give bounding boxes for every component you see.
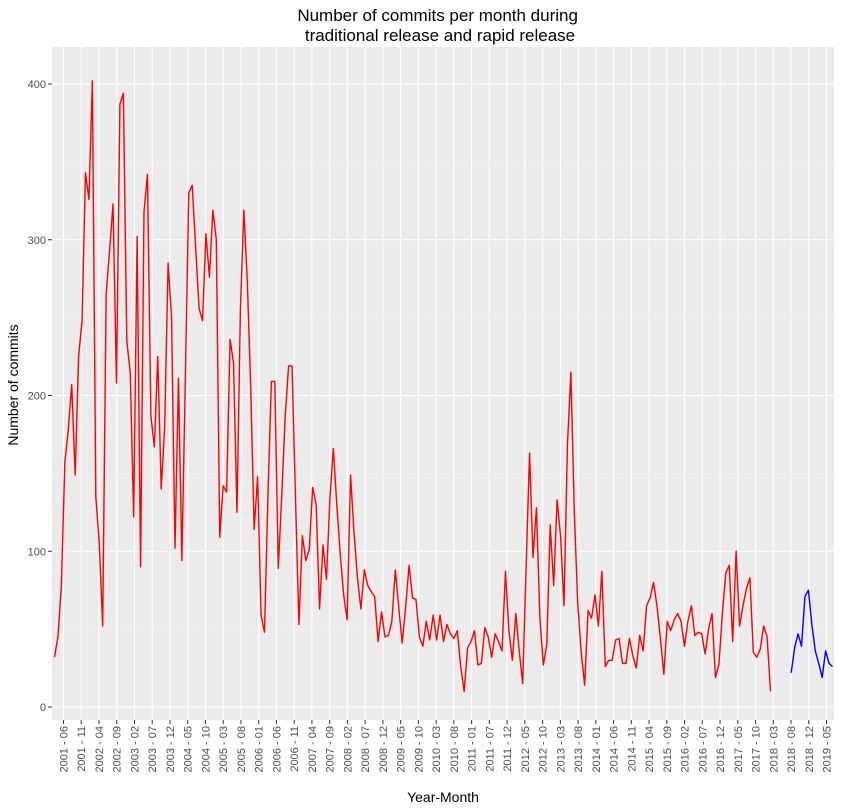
series-line-2 [790, 589, 833, 679]
x-tick-label: 2015 - 04 [644, 726, 656, 772]
x-tick-label: 2011 - 12 [502, 726, 514, 772]
x-tick-label: 2014 - 06 [609, 726, 621, 772]
x-tick-label: 2011 - 01 [467, 726, 479, 772]
x-tick-label: 2005 - 08 [236, 726, 248, 772]
x-tick-label: 2001 - 06 [59, 726, 71, 772]
x-tick-label: 2010 - 08 [449, 726, 461, 772]
x-tick-label: 2008 - 12 [378, 726, 390, 772]
chart-title: Number of commits per month during tradi… [297, 6, 582, 45]
x-tick-label: 2017 - 10 [751, 726, 763, 772]
x-tick-label: 2018 - 08 [786, 726, 798, 772]
x-tick-label: 2016 - 12 [715, 726, 727, 772]
minor-gridlines [52, 161, 834, 630]
x-tick-label: 2016 - 07 [697, 726, 709, 772]
x-tick-label: 2002 - 09 [112, 726, 124, 772]
x-tick-label: 2018 - 12 [804, 726, 816, 772]
x-tick-label: 2014 - 01 [591, 726, 603, 772]
y-tick-label: 200 [28, 391, 46, 403]
y-tick-label: 300 [28, 235, 46, 247]
x-tick-label: 2006 - 06 [271, 726, 283, 772]
series-layer [53, 80, 833, 693]
x-tick-label: 2009 - 05 [396, 726, 408, 772]
series-line-1 [53, 80, 772, 693]
x-tick-label: 2006 - 11 [289, 726, 301, 772]
y-tick-label: 100 [28, 546, 46, 558]
x-tick-label: 2002 - 04 [94, 726, 106, 772]
x-tick-label: 2016 - 02 [680, 726, 692, 772]
x-tick-label: 2012 - 05 [520, 726, 532, 772]
x-tick-label: 2001 - 11 [76, 726, 88, 772]
x-tick-label: 2003 - 12 [165, 726, 177, 772]
chart-title-line-2: traditional release and rapid release [305, 26, 575, 45]
x-tick-label: 2012 - 10 [538, 726, 550, 772]
x-tick-label: 2008 - 07 [360, 726, 372, 772]
x-tick-label: 2014 - 11 [626, 726, 638, 772]
x-tick-label: 2007 - 09 [325, 726, 337, 772]
chart-title-line-1: Number of commits per month during [297, 6, 578, 25]
x-tick-label: 2013 - 08 [573, 726, 585, 772]
panel-background [52, 47, 834, 720]
y-tick-label: 400 [28, 79, 46, 91]
y-axis-title: Number of commits [5, 324, 21, 445]
x-tick-label: 2003 - 02 [129, 726, 141, 772]
x-tick-label: 2006 - 01 [254, 726, 266, 772]
x-tick-label: 2015 - 09 [662, 726, 674, 772]
x-axis: 2001 - 06 2001 - 11 2002 - 04 2002 - 09 2003… [59, 720, 834, 772]
y-axis: 0 100 200 300 400 [28, 79, 52, 714]
x-tick-label: 2019 - 05 [822, 726, 834, 772]
x-tick-label: 2008 - 02 [342, 726, 354, 772]
x-tick-label: 2004 - 10 [200, 726, 212, 772]
x-tick-label: 2004 - 05 [183, 726, 195, 772]
x-tick-label: 2011 - 07 [484, 726, 496, 772]
x-tick-label: 2003 - 07 [147, 726, 159, 772]
x-tick-label: 2007 - 04 [307, 726, 319, 772]
x-tick-label: 2010 - 03 [431, 726, 443, 772]
x-tick-label: 2013 - 03 [555, 726, 567, 772]
x-tick-label: 2005 - 03 [218, 726, 230, 772]
y-tick-label: 0 [40, 702, 46, 714]
x-axis-title: Year-Month [407, 789, 479, 805]
x-tick-label: 2009 - 10 [413, 726, 425, 772]
x-tick-label: 2018 - 03 [768, 726, 780, 772]
x-tick-label: 2017 - 05 [733, 726, 745, 772]
